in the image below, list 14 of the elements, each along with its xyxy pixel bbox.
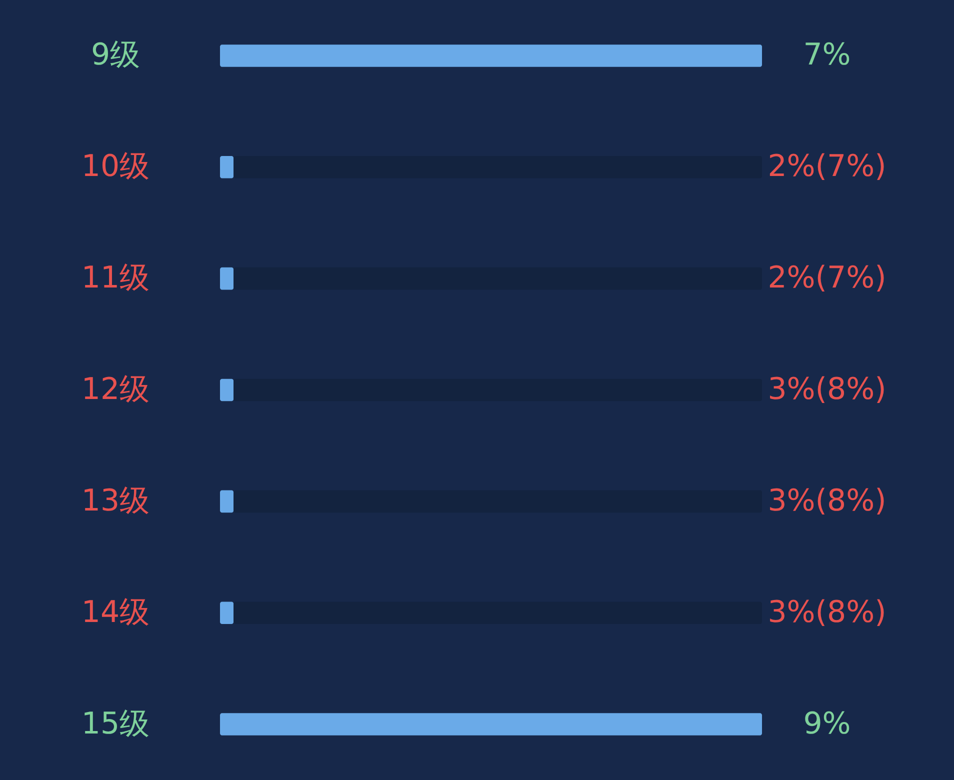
y-tick-label: 12级 [81, 372, 150, 407]
text: 2%(7%) [768, 260, 886, 296]
text: 3%(8%) [768, 594, 886, 630]
y-tick-label: 9级 [90, 38, 140, 73]
text: 2%(7%) [768, 149, 886, 184]
text: 3%(8%) [768, 372, 886, 407]
text: 3%(8%) [768, 483, 886, 518]
text: 7% [803, 38, 851, 73]
y-tick-label: 10级 [81, 149, 150, 184]
text: 9% [803, 706, 851, 742]
y-tick-label: 14级 [81, 594, 150, 630]
y-tick-label: 13级 [81, 483, 150, 518]
y-tick-label: 11级 [81, 260, 150, 296]
y-tick-label: 15级 [81, 706, 150, 742]
